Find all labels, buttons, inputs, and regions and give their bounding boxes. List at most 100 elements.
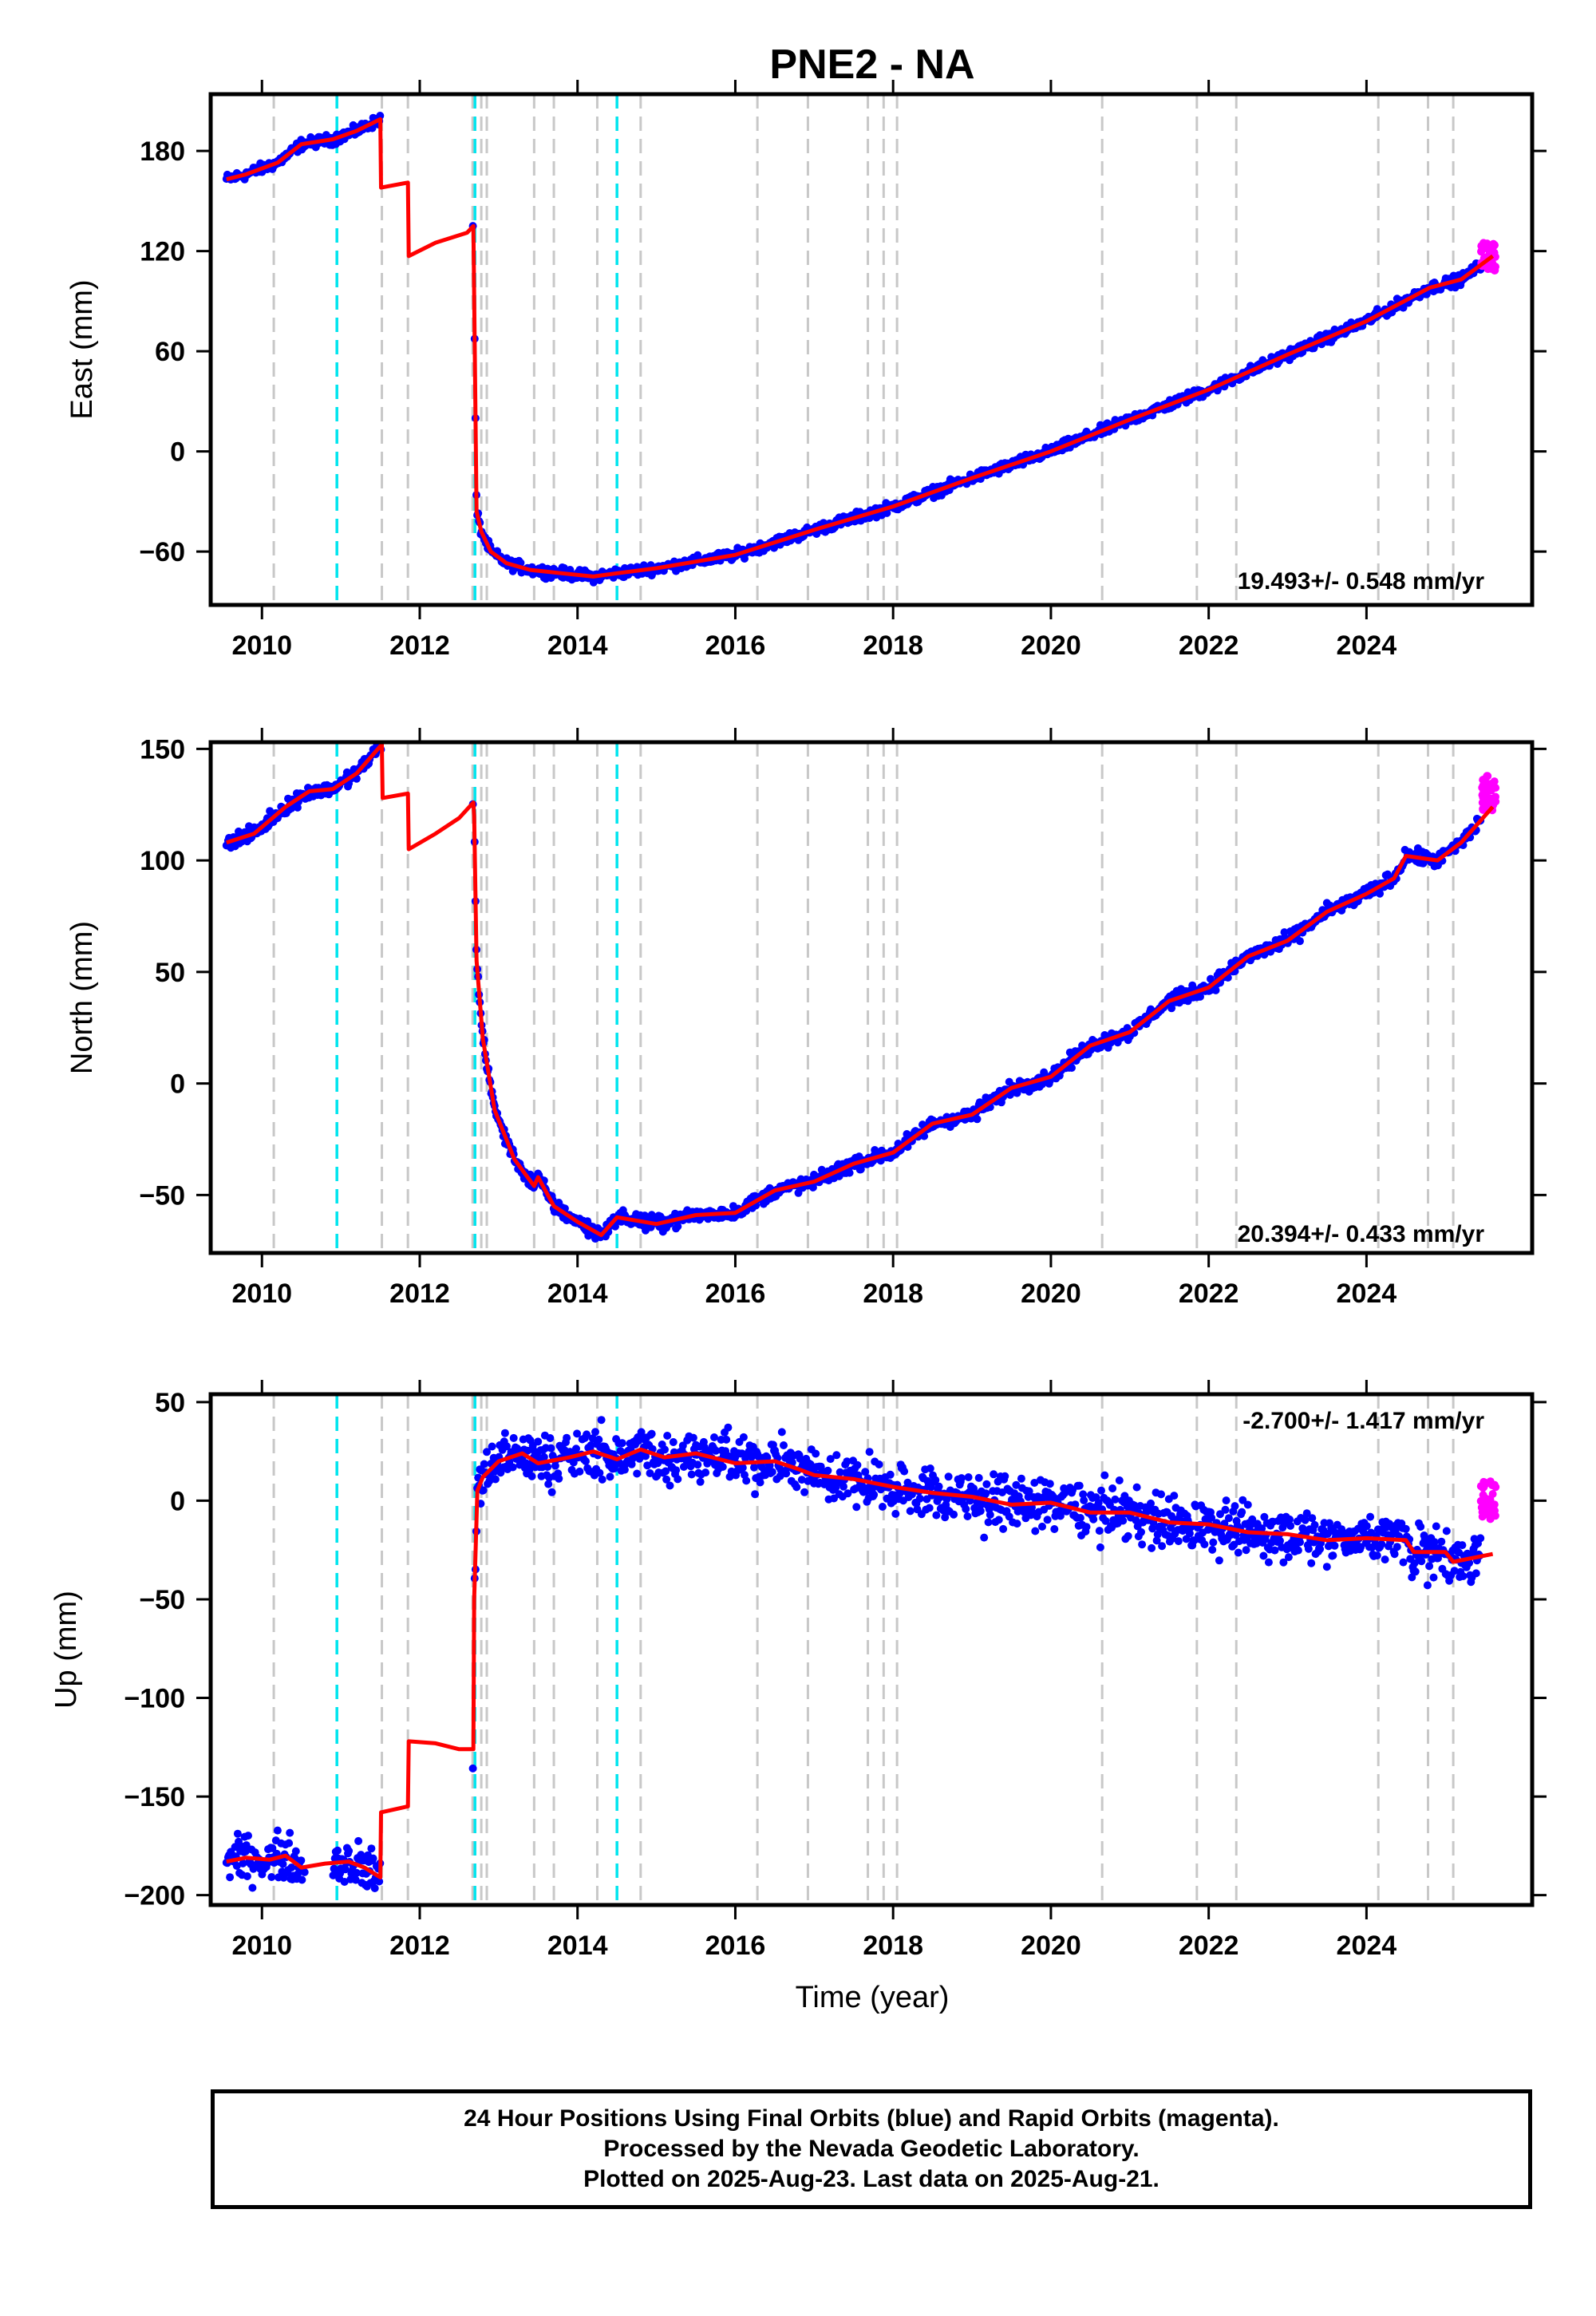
- final-orbit-point: [1417, 1557, 1426, 1566]
- final-orbit-point: [233, 1829, 242, 1838]
- final-orbit-point: [1308, 1514, 1317, 1523]
- final-orbit-point: [273, 1826, 282, 1835]
- final-orbit-point: [742, 1476, 751, 1485]
- final-orbit-point: [1381, 1555, 1389, 1564]
- final-orbit-point: [724, 1423, 733, 1432]
- final-orbit-point: [479, 1486, 488, 1495]
- final-orbit-point: [718, 1463, 727, 1471]
- rapid-orbit-point: [1487, 780, 1495, 788]
- final-orbit-point: [1115, 1476, 1124, 1484]
- final-orbit-point: [1450, 1567, 1459, 1575]
- final-orbit-point: [226, 1873, 235, 1882]
- final-orbit-point: [843, 1489, 852, 1498]
- final-orbit-point: [1270, 1546, 1279, 1555]
- final-orbit-point: [1089, 1515, 1098, 1524]
- rapid-orbit-point: [1479, 1504, 1487, 1513]
- final-orbit-point: [239, 1859, 247, 1867]
- x-tick-label: 2024: [1337, 1931, 1397, 1961]
- rapid-orbit-point: [1486, 1477, 1495, 1486]
- final-orbit-point: [573, 1429, 582, 1438]
- panel-frame: [208, 92, 1535, 607]
- final-orbit-point: [1138, 1540, 1147, 1549]
- final-orbit-point: [886, 1470, 895, 1479]
- final-orbit-point: [941, 1513, 950, 1522]
- final-orbit-point: [875, 1460, 883, 1468]
- final-orbit-point: [1322, 1563, 1331, 1571]
- final-orbit-point: [1200, 1540, 1209, 1549]
- final-orbit-point: [750, 1463, 758, 1472]
- y-tick-label: 100: [140, 846, 185, 876]
- final-orbit-point: [663, 1432, 672, 1440]
- final-orbit-point: [1231, 1502, 1239, 1511]
- final-orbit-point: [1429, 1573, 1438, 1582]
- final-orbit-point: [763, 1453, 772, 1462]
- final-orbit-point: [1097, 1486, 1105, 1495]
- final-orbit-point: [1399, 1558, 1408, 1567]
- final-orbit-point: [957, 1474, 966, 1483]
- north-panel: 2010 2012 2014 2016 2018 2020 2022 2024 −50 0 50 10…: [65, 728, 1547, 1309]
- final-orbit-point: [341, 1865, 350, 1874]
- final-orbit-point: [963, 1512, 972, 1520]
- final-orbit-point: [551, 1461, 559, 1470]
- plot-area: [222, 742, 1500, 1253]
- final-orbit-point: [747, 1452, 756, 1461]
- final-orbit-point: [297, 1856, 306, 1865]
- final-orbit-points: [222, 112, 1485, 587]
- final-orbit-point: [1094, 1499, 1103, 1508]
- final-orbit-point: [800, 1488, 809, 1496]
- final-orbit-point: [678, 1441, 687, 1450]
- final-orbit-point: [1208, 1545, 1217, 1554]
- final-orbit-point: [944, 1472, 953, 1481]
- final-orbit-point: [962, 1504, 970, 1513]
- final-orbit-point: [1215, 1556, 1223, 1565]
- final-orbit-point: [1476, 1534, 1485, 1543]
- final-orbit-point: [689, 1433, 697, 1442]
- final-orbit-point: [1075, 1481, 1084, 1490]
- x-tick-label: 2024: [1337, 1279, 1397, 1309]
- final-orbit-point: [1376, 889, 1385, 898]
- final-orbit-point: [287, 1863, 296, 1871]
- rate-label: 20.394+/- 0.433 mm/yr: [1238, 1221, 1485, 1247]
- final-orbit-point: [861, 1468, 870, 1476]
- final-orbit-point: [1196, 992, 1204, 1001]
- final-orbit-point: [539, 1452, 548, 1461]
- final-orbit-point: [352, 1868, 361, 1877]
- y-axis-label: North (mm): [65, 921, 99, 1074]
- final-orbit-point: [575, 1467, 584, 1476]
- final-orbit-point: [1362, 1522, 1371, 1531]
- final-orbit-point: [1001, 1472, 1009, 1480]
- final-orbit-point: [1148, 1543, 1156, 1552]
- final-orbit-point: [984, 1518, 993, 1527]
- y-tick-label: 150: [140, 734, 185, 765]
- east-panel: 2010 2012 2014 2016 2018 2020 2022 2024 −60 0 60 12…: [65, 80, 1547, 661]
- y-tick-label: −150: [124, 1782, 185, 1812]
- final-orbit-point: [976, 1507, 985, 1516]
- final-orbit-point: [926, 1464, 934, 1472]
- final-orbit-point: [1264, 1558, 1273, 1567]
- final-orbit-point: [806, 1460, 815, 1468]
- final-orbit-point: [1211, 986, 1220, 994]
- final-orbit-point: [1238, 1508, 1246, 1516]
- final-orbit-point: [974, 1473, 983, 1482]
- rapid-orbit-points: [1478, 772, 1500, 815]
- final-orbit-point: [878, 1503, 887, 1511]
- final-orbit-point: [712, 1446, 721, 1455]
- final-orbit-point: [1152, 1536, 1161, 1545]
- final-orbit-point: [1082, 1523, 1091, 1531]
- final-orbit-point: [1286, 1521, 1295, 1530]
- final-orbit-point: [1025, 1487, 1033, 1496]
- final-orbit-point: [488, 1442, 496, 1451]
- y-tick-label: 0: [170, 437, 185, 468]
- final-orbit-point: [375, 1877, 384, 1886]
- final-orbit-point: [843, 1457, 851, 1466]
- final-orbit-point: [1472, 1569, 1480, 1578]
- final-orbit-point: [1031, 1527, 1040, 1535]
- final-orbit-point: [1307, 1559, 1316, 1567]
- final-orbit-point: [812, 1449, 820, 1458]
- x-axis-label: Time (year): [796, 1981, 950, 2014]
- final-orbit-points: [222, 742, 1485, 1243]
- final-orbit-point: [883, 508, 891, 517]
- final-orbit-point: [285, 1839, 294, 1848]
- final-orbit-point: [300, 1867, 309, 1876]
